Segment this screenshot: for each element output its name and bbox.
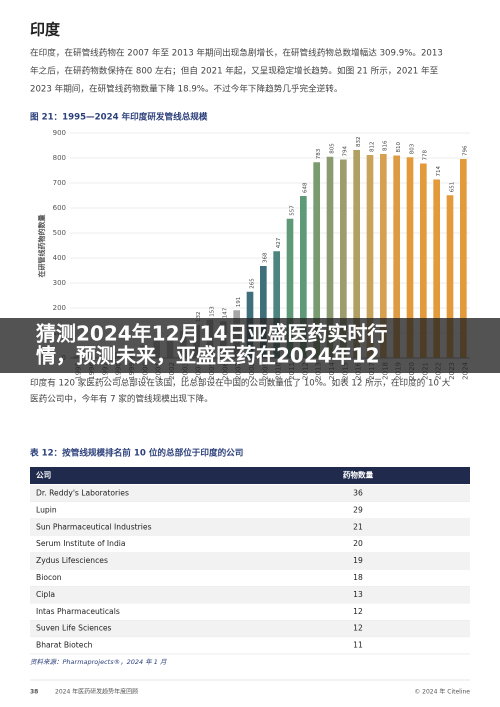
table-cell: 20	[353, 539, 363, 548]
value-label: 783	[316, 148, 322, 159]
table-cell: 12	[353, 624, 363, 633]
table-cell: 19	[353, 556, 363, 565]
table-row-bg	[30, 485, 470, 502]
table-row-bg	[30, 535, 470, 553]
bar	[366, 155, 374, 358]
value-label: 191	[236, 297, 242, 308]
bar	[380, 154, 387, 358]
table-row-bg	[30, 637, 470, 654]
value-label: 810	[396, 142, 402, 153]
y-tick-label: 300	[53, 279, 66, 287]
value-label: 648	[303, 182, 309, 193]
value-label: 368	[263, 252, 269, 263]
table-cell: 21	[353, 522, 363, 531]
table-cell: 12	[353, 607, 363, 616]
page-number: 38	[30, 689, 38, 696]
bar	[340, 159, 347, 358]
banner-line: 猜测2024年12月14日亚盛医药实时行	[35, 322, 387, 346]
table-cell: 36	[353, 488, 363, 497]
value-label: 265	[249, 278, 255, 289]
value-label: 714	[436, 166, 442, 177]
y-tick-label: 800	[53, 154, 66, 162]
value-label: 832	[356, 137, 362, 148]
footer-title: 2024 年医药研发趋势年度回顾	[55, 688, 138, 696]
figure-title: 图 21：1995—2024 年印度研发管线总规模	[30, 111, 208, 123]
table-cell: 29	[353, 505, 363, 514]
value-label: 794	[343, 146, 349, 157]
table-cell: Dr. Reddy's Laboratories	[36, 488, 129, 497]
bar	[446, 195, 454, 358]
table-cell: 13	[353, 590, 363, 599]
paragraph-line: 年之后，在研药物数保持在 800 左右；但自 2021 年起，又呈现稳定增长趋势…	[30, 65, 439, 77]
table-row-bg	[30, 501, 470, 519]
paragraph-line: 在印度，在研管线药物在 2007 年至 2013 年期间出现急剧增长，在研管线药…	[30, 47, 443, 59]
table-cell: Sun Pharmaceutical Industries	[36, 522, 152, 531]
table-cell: Bharat Biotech	[36, 641, 93, 650]
value-label: 796	[463, 145, 469, 156]
value-label: 778	[423, 150, 429, 161]
y-tick-label: 400	[53, 254, 66, 262]
y-tick-label: 200	[53, 304, 66, 312]
value-label: 557	[289, 205, 295, 216]
table-cell: Serum Institute of India	[36, 539, 126, 548]
value-label: 816	[383, 140, 389, 151]
paragraph-line: 2023 年期间，在研管线药物数量下降 18.9%。不过今年下降趋势几乎完全逆转…	[30, 83, 342, 95]
y-tick-label: 700	[53, 179, 66, 187]
heading: 印度	[30, 21, 61, 39]
value-label: 803	[409, 143, 415, 154]
copyright: © 2024 年 Citeline	[414, 688, 470, 696]
value-label: 651	[449, 182, 455, 193]
table-row-bg	[30, 603, 470, 621]
value-label: 147	[223, 307, 229, 318]
table-cell: Zydus Lifesciences	[36, 556, 108, 565]
bar	[326, 156, 334, 358]
table-title: 表 12：按管线规模排名前 10 位的总部位于印度的公司	[29, 447, 243, 459]
table-row-bg	[30, 569, 470, 587]
table-cell: Biocon	[36, 573, 62, 582]
bar	[273, 251, 280, 358]
y-axis-label: 在研管线药物的数量	[37, 215, 46, 278]
bar	[420, 163, 427, 358]
table-cell: 11	[353, 641, 363, 650]
value-label: 427	[276, 237, 282, 248]
bar	[260, 266, 267, 358]
table-cell: Cipla	[36, 590, 55, 599]
bar	[393, 155, 400, 358]
table-source: 资料来源：Pharmaprojects®，2024 年 1 月	[30, 658, 167, 666]
bar	[300, 196, 307, 358]
y-tick-label: 500	[53, 229, 66, 237]
banner-bg	[0, 318, 500, 373]
paragraph-line: 印度有 120 家医药公司总部设在该国，比总部设在中国的公司数量低了 10%。如…	[30, 377, 451, 389]
bar	[313, 162, 320, 358]
y-tick-label: 600	[53, 204, 66, 212]
table-header: 公司	[36, 471, 51, 480]
y-tick-label: 900	[53, 129, 66, 137]
value-label: 132	[196, 312, 202, 323]
table-row-bg	[30, 586, 470, 604]
bar	[286, 218, 294, 358]
table-cell: Intas Pharmaceuticals	[36, 607, 120, 616]
table-row-bg	[30, 552, 470, 570]
table-cell: 18	[353, 573, 363, 582]
table-header: 药物数量	[343, 470, 374, 480]
value-label: 805	[329, 143, 335, 154]
table-cell: Suven Life Sciences	[36, 624, 112, 633]
bar	[460, 159, 467, 358]
table-row-bg	[30, 620, 470, 638]
value-label: 812	[369, 142, 375, 153]
paragraph-line: 医药公司中，今年有 7 家的管线规模出现下降。	[30, 393, 213, 405]
bar	[353, 150, 360, 358]
value-label: 153	[209, 306, 215, 317]
table-row-bg	[30, 518, 470, 536]
bar	[433, 179, 440, 358]
banner-line: 情，预测未来，亚盛医药在2024年12	[36, 344, 380, 368]
table-header-bg	[30, 467, 470, 484]
table-cell: Lupin	[36, 505, 57, 514]
bar	[406, 157, 414, 358]
